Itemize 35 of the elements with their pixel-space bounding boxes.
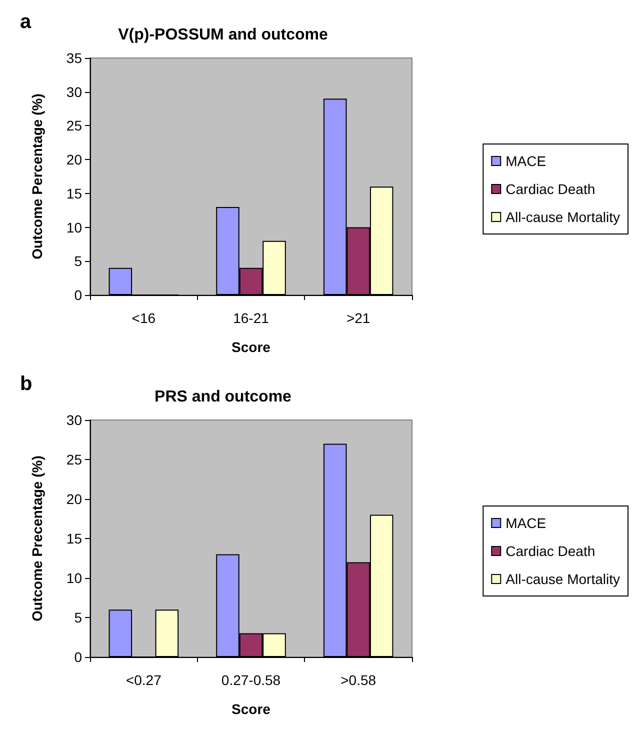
y-tick-label: 25: [66, 118, 82, 134]
y-tick-label: 20: [66, 152, 82, 168]
chart-title: V(p)-POSSUM and outcome: [118, 26, 328, 44]
x-tick-label: <16: [132, 310, 156, 326]
chart-title: PRS and outcome: [154, 388, 292, 406]
y-tick-label: 20: [66, 491, 82, 507]
legend-label: MACE: [506, 515, 546, 531]
y-tick-label: 0: [74, 649, 82, 665]
y-tick-label: 10: [66, 219, 82, 236]
y-tick-label: 25: [66, 452, 82, 468]
text: a: [20, 11, 32, 33]
y-axis-title: Outcome Percentage (%): [29, 94, 45, 260]
x-tick-label: <0.27: [126, 672, 162, 688]
legend-label: All-cause Mortality: [506, 209, 620, 225]
x-axis-title: Score: [232, 339, 271, 355]
x-tick-label: >0.58: [340, 672, 376, 688]
legend-label: MACE: [506, 153, 546, 169]
y-tick-label: 15: [66, 530, 82, 546]
x-tick-label: 16-21: [233, 310, 270, 326]
y-tick-label: 10: [66, 570, 82, 586]
y-tick-label: 35: [66, 50, 82, 66]
legend-label: Cardiac Death: [506, 543, 596, 559]
y-tick-label: 0: [74, 287, 82, 303]
x-tick-label: >21: [346, 310, 370, 326]
y-tick-label: 5: [74, 610, 82, 626]
y-tick-label: 30: [66, 84, 82, 100]
y-tick-label: 5: [74, 253, 82, 270]
y-axis-title: Outcome Precentage (%): [29, 456, 45, 622]
legend-label: Cardiac Death: [506, 181, 596, 197]
y-tick-label: 15: [66, 185, 82, 202]
y-tick-label: 30: [66, 412, 82, 428]
text: b: [20, 373, 32, 395]
legend-label: All-cause Mortality: [506, 571, 620, 587]
x-axis-title: Score: [232, 701, 271, 717]
x-tick-label: 0.27-0.58: [221, 672, 281, 688]
